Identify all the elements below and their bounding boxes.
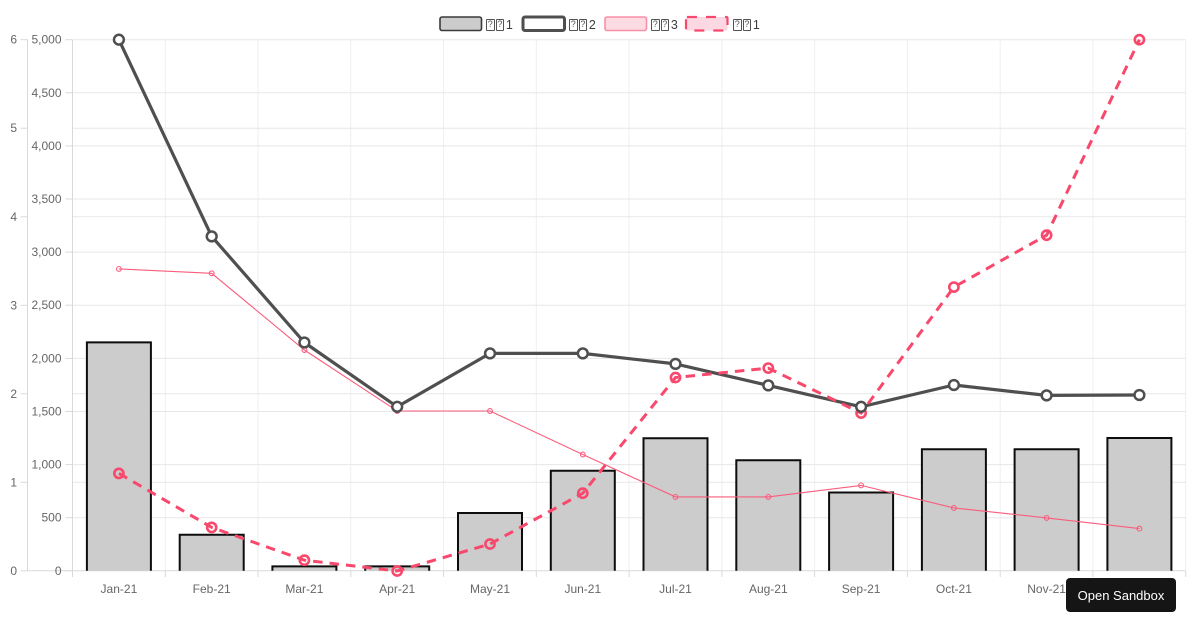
svg-text:3,000: 3,000	[31, 245, 61, 259]
svg-text:500: 500	[41, 511, 61, 525]
svg-text:Apr-21: Apr-21	[379, 582, 415, 596]
svg-text:1,500: 1,500	[31, 405, 61, 419]
svg-text:Jul-21: Jul-21	[659, 582, 692, 596]
svg-text:Mar-21: Mar-21	[285, 582, 323, 596]
svg-text:May-21: May-21	[470, 582, 510, 596]
svg-text:Feb-21: Feb-21	[193, 582, 231, 596]
svg-text:3: 3	[10, 298, 17, 312]
svg-text:0: 0	[10, 564, 17, 578]
svg-text:4: 4	[10, 210, 17, 224]
svg-text:2,500: 2,500	[31, 298, 61, 312]
svg-text:5: 5	[10, 121, 17, 135]
svg-text:Nov-21: Nov-21	[1027, 582, 1066, 596]
svg-text:2: 2	[10, 387, 17, 401]
svg-text:2,000: 2,000	[31, 351, 61, 365]
svg-text:0: 0	[55, 564, 62, 578]
svg-text:Jun-21: Jun-21	[564, 582, 601, 596]
svg-text:4,500: 4,500	[31, 86, 61, 100]
svg-text:Aug-21: Aug-21	[749, 582, 788, 596]
svg-text:4,000: 4,000	[31, 139, 61, 153]
svg-text:1: 1	[10, 475, 17, 489]
svg-text:Jan-21: Jan-21	[101, 582, 138, 596]
svg-text:1,000: 1,000	[31, 458, 61, 472]
svg-text:5,000: 5,000	[31, 33, 61, 47]
svg-text:Oct-21: Oct-21	[936, 582, 972, 596]
svg-text:Sep-21: Sep-21	[842, 582, 881, 596]
svg-text:6: 6	[10, 33, 17, 47]
svg-text:3,500: 3,500	[31, 192, 61, 206]
